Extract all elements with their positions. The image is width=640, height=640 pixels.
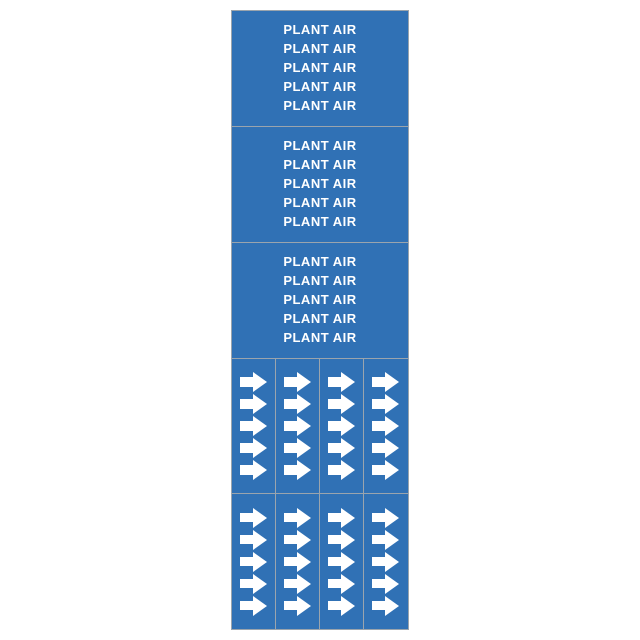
label-text: PLANT AIR — [283, 21, 356, 40]
arrow-right-icon — [328, 416, 356, 436]
pipe-marker-sheet: PLANT AIRPLANT AIRPLANT AIRPLANT AIRPLAN… — [231, 10, 409, 630]
arrow-cell — [276, 359, 320, 494]
arrow-right-icon — [328, 508, 356, 528]
arrow-right-icon — [284, 552, 312, 572]
arrow-right-icon — [240, 530, 268, 550]
label-text: PLANT AIR — [283, 194, 356, 213]
arrow-right-icon — [372, 530, 400, 550]
arrow-right-icon — [240, 552, 268, 572]
arrow-cell — [364, 359, 408, 494]
arrow-right-icon — [372, 574, 400, 594]
arrow-right-icon — [284, 438, 312, 458]
label-text: PLANT AIR — [283, 329, 356, 348]
arrow-right-icon — [328, 372, 356, 392]
arrow-right-icon — [372, 460, 400, 480]
arrow-row-group — [232, 494, 408, 629]
arrow-right-icon — [372, 438, 400, 458]
arrow-right-icon — [284, 530, 312, 550]
arrow-cell — [232, 359, 276, 494]
arrow-right-icon — [328, 530, 356, 550]
arrow-cell — [276, 494, 320, 629]
label-text: PLANT AIR — [283, 78, 356, 97]
arrow-right-icon — [328, 552, 356, 572]
arrow-right-icon — [328, 596, 356, 616]
text-label-block: PLANT AIRPLANT AIRPLANT AIRPLANT AIRPLAN… — [232, 11, 408, 127]
label-text: PLANT AIR — [283, 156, 356, 175]
arrow-right-icon — [240, 596, 268, 616]
label-text: PLANT AIR — [283, 213, 356, 232]
arrow-right-icon — [284, 416, 312, 436]
arrow-grid — [232, 359, 408, 629]
label-text: PLANT AIR — [283, 137, 356, 156]
label-text: PLANT AIR — [283, 291, 356, 310]
label-text: PLANT AIR — [283, 272, 356, 291]
arrow-right-icon — [240, 460, 268, 480]
label-text: PLANT AIR — [283, 175, 356, 194]
label-text: PLANT AIR — [283, 310, 356, 329]
arrow-right-icon — [372, 394, 400, 414]
arrow-right-icon — [240, 438, 268, 458]
label-text: PLANT AIR — [283, 59, 356, 78]
arrow-cell — [364, 494, 408, 629]
text-label-block: PLANT AIRPLANT AIRPLANT AIRPLANT AIRPLAN… — [232, 243, 408, 359]
label-text: PLANT AIR — [283, 253, 356, 272]
arrow-cell — [320, 359, 364, 494]
arrow-cell — [232, 494, 276, 629]
text-label-block: PLANT AIRPLANT AIRPLANT AIRPLANT AIRPLAN… — [232, 127, 408, 243]
arrow-right-icon — [328, 460, 356, 480]
arrow-right-icon — [328, 438, 356, 458]
arrow-right-icon — [372, 508, 400, 528]
arrow-right-icon — [372, 416, 400, 436]
label-text: PLANT AIR — [283, 40, 356, 59]
arrow-right-icon — [240, 574, 268, 594]
arrow-right-icon — [372, 372, 400, 392]
arrow-cell — [320, 494, 364, 629]
arrow-right-icon — [328, 574, 356, 594]
arrow-right-icon — [240, 394, 268, 414]
arrow-right-icon — [284, 394, 312, 414]
arrow-right-icon — [240, 508, 268, 528]
arrow-right-icon — [240, 416, 268, 436]
arrow-right-icon — [284, 372, 312, 392]
arrow-right-icon — [284, 460, 312, 480]
arrow-right-icon — [372, 596, 400, 616]
arrow-right-icon — [328, 394, 356, 414]
label-text: PLANT AIR — [283, 97, 356, 116]
arrow-right-icon — [372, 552, 400, 572]
arrow-row-group — [232, 359, 408, 494]
arrow-right-icon — [240, 372, 268, 392]
arrow-right-icon — [284, 508, 312, 528]
arrow-right-icon — [284, 574, 312, 594]
arrow-right-icon — [284, 596, 312, 616]
